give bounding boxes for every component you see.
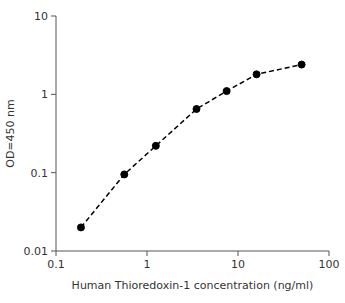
x-tick-label: 10 [231, 258, 245, 271]
data-point [121, 171, 128, 178]
y-axis-label: OD=450 nm [4, 99, 17, 168]
chart-container: 0.11101000.010.1110Human Thioredoxin-1 c… [0, 0, 345, 303]
x-tick-label: 100 [319, 258, 340, 271]
chart: 0.11101000.010.1110Human Thioredoxin-1 c… [0, 0, 345, 303]
x-tick [147, 251, 148, 256]
y-tick-label: 0.01 [24, 245, 49, 258]
y-tick [51, 251, 56, 252]
data-point [298, 61, 305, 68]
plot-data [77, 61, 305, 231]
x-tick [329, 251, 330, 256]
x-tick-label: 1 [144, 258, 151, 271]
y-tick-label: 0.1 [31, 167, 49, 180]
x-axis-label: Human Thioredoxin-1 concentration (ng/ml… [72, 279, 314, 292]
y-tick [51, 172, 56, 173]
data-point [77, 224, 84, 231]
data-point [152, 142, 159, 149]
x-tick [238, 251, 239, 256]
x-tick-label: 0.1 [47, 258, 65, 271]
data-point [223, 88, 230, 95]
y-axis-line [56, 16, 57, 251]
y-tick-label: 10 [34, 10, 48, 23]
data-point [253, 71, 260, 78]
y-tick-label: 1 [41, 88, 48, 101]
y-tick [51, 16, 56, 17]
x-axis-line [56, 251, 329, 252]
x-tick [56, 251, 57, 256]
y-tick [51, 94, 56, 95]
data-point [193, 105, 200, 112]
data-line [81, 65, 302, 228]
